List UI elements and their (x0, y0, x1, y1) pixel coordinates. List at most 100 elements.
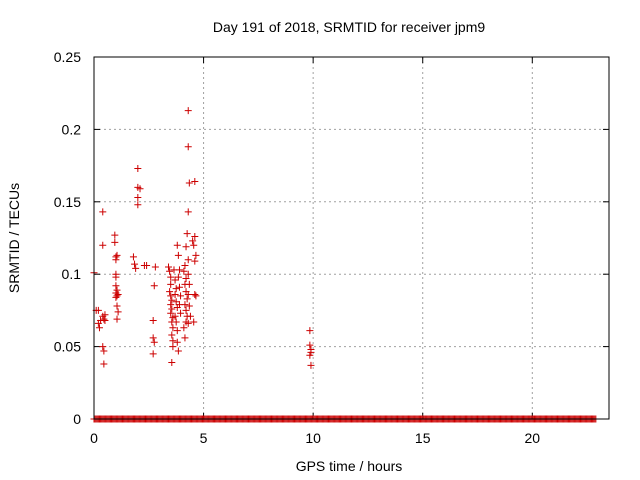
data-point (184, 208, 192, 216)
data-point (191, 233, 199, 241)
data-point (94, 306, 102, 314)
data-points (90, 107, 600, 423)
data-point (184, 270, 192, 278)
data-point (99, 208, 107, 216)
data-point (167, 292, 175, 300)
data-point (134, 193, 142, 201)
data-point (184, 143, 192, 151)
y-tick-label: 0.15 (54, 194, 81, 210)
data-point (173, 327, 181, 335)
y-tick-label: 0 (73, 411, 81, 427)
data-point (99, 343, 107, 351)
y-tick-label: 0.05 (54, 339, 81, 355)
data-point (166, 267, 174, 275)
data-point (185, 179, 193, 187)
data-point (113, 315, 121, 323)
data-point (184, 107, 192, 115)
data-point (177, 292, 185, 300)
data-point (173, 241, 181, 249)
data-point (143, 262, 151, 270)
data-point (181, 262, 189, 270)
data-point (100, 347, 108, 355)
data-point (111, 238, 119, 246)
data-point (190, 318, 198, 326)
data-point (168, 331, 176, 339)
axes: 0 5 10 15 20 0 0.05 0.1 0.15 0.2 0.25 (54, 49, 609, 446)
data-point (181, 301, 189, 309)
data-point (169, 343, 177, 351)
y-tick-label: 0.1 (62, 266, 82, 282)
data-point (181, 334, 189, 342)
x-tick-label: 15 (415, 430, 431, 446)
data-point (172, 318, 180, 326)
data-point (111, 231, 119, 239)
data-point (182, 275, 190, 283)
x-tick-label: 0 (90, 430, 98, 446)
data-point (113, 302, 121, 310)
grid-lines (94, 57, 609, 419)
data-point (168, 305, 176, 313)
y-tick-label: 0.25 (54, 49, 81, 65)
data-point (168, 359, 176, 367)
data-point (307, 348, 315, 356)
y-tick-label: 0.2 (62, 121, 82, 137)
data-point (112, 293, 120, 301)
data-point (149, 350, 157, 358)
data-point (307, 361, 315, 369)
data-point (172, 298, 180, 306)
data-point (171, 276, 179, 284)
y-axis-label: SRMTID / TECUs (6, 183, 22, 293)
data-point (134, 164, 142, 172)
data-point (185, 280, 193, 288)
data-point (189, 237, 197, 245)
data-point (131, 260, 139, 268)
data-point (100, 360, 108, 368)
data-point (112, 282, 120, 290)
data-point (306, 341, 314, 349)
data-point (180, 267, 188, 275)
data-point (166, 288, 174, 296)
data-point (192, 251, 200, 259)
data-point (99, 241, 107, 249)
data-point (149, 317, 157, 325)
data-point (185, 302, 193, 310)
data-point (186, 312, 194, 320)
data-point (95, 324, 103, 332)
data-point (183, 230, 191, 238)
data-point (129, 253, 137, 261)
data-point (184, 256, 192, 264)
data-point (134, 201, 142, 209)
data-point (174, 273, 182, 281)
data-point (150, 338, 158, 346)
data-point (191, 178, 199, 186)
data-point (172, 285, 180, 293)
data-point (184, 319, 192, 327)
plot-frame (93, 56, 610, 420)
data-point (184, 290, 192, 298)
data-point (167, 280, 175, 288)
data-point (167, 309, 175, 317)
data-point (174, 251, 182, 259)
data-point (151, 263, 159, 271)
chart-title: Day 191 of 2018, SRMTID for receiver jpm… (213, 19, 486, 35)
data-point (182, 306, 190, 314)
x-tick-label: 10 (305, 430, 321, 446)
data-point (183, 295, 191, 303)
data-point (136, 185, 144, 193)
data-point (167, 301, 175, 309)
data-point (182, 243, 190, 251)
data-point (191, 257, 199, 265)
data-point (167, 273, 175, 281)
data-point (190, 241, 198, 249)
data-point (171, 312, 179, 320)
data-point (169, 324, 177, 332)
data-point (175, 266, 183, 274)
data-point (306, 351, 314, 359)
data-point (114, 308, 122, 316)
data-point (191, 290, 199, 298)
data-point (113, 251, 121, 259)
x-axis-label: GPS time / hours (296, 458, 403, 474)
data-point (173, 338, 181, 346)
data-point (175, 283, 183, 291)
data-point (165, 263, 173, 271)
